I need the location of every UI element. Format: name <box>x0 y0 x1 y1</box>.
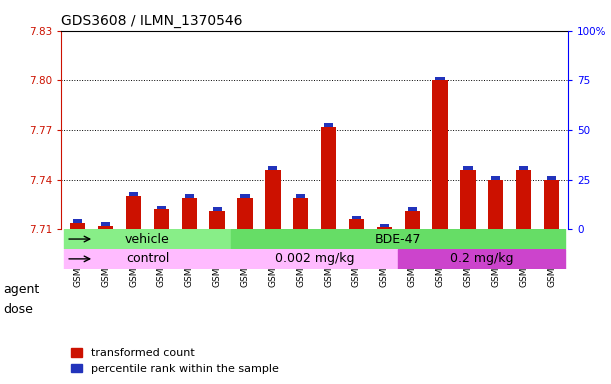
Text: vehicle: vehicle <box>125 233 170 245</box>
Bar <box>98 226 114 229</box>
Bar <box>296 194 306 198</box>
Bar <box>516 170 532 229</box>
Bar <box>519 166 529 170</box>
Bar <box>185 194 194 198</box>
Bar <box>408 207 417 211</box>
Bar <box>376 227 392 229</box>
Text: BDE-47: BDE-47 <box>375 233 422 245</box>
Bar <box>463 166 472 170</box>
Bar <box>70 222 86 229</box>
Bar <box>73 219 82 222</box>
Bar <box>293 198 309 229</box>
Bar <box>404 211 420 229</box>
Legend: transformed count, percentile rank within the sample: transformed count, percentile rank withi… <box>67 344 284 379</box>
Bar <box>379 224 389 227</box>
Bar <box>213 207 222 211</box>
Bar <box>324 123 333 127</box>
Bar <box>237 198 253 229</box>
Bar <box>157 206 166 209</box>
Text: dose: dose <box>3 303 33 316</box>
Bar <box>231 229 565 249</box>
Bar <box>491 176 500 180</box>
Bar <box>398 249 565 269</box>
Bar <box>181 198 197 229</box>
Bar <box>64 229 231 249</box>
Bar <box>436 77 445 80</box>
Bar <box>544 180 559 229</box>
Bar <box>231 249 398 269</box>
Bar <box>488 180 503 229</box>
Bar <box>547 176 556 180</box>
Text: 0.2 mg/kg: 0.2 mg/kg <box>450 252 514 265</box>
Bar <box>268 166 277 170</box>
Text: 0.002 mg/kg: 0.002 mg/kg <box>275 252 354 265</box>
Text: control: control <box>126 252 169 265</box>
Bar <box>101 222 110 226</box>
Bar <box>129 192 138 196</box>
Bar <box>321 127 336 229</box>
Bar <box>154 209 169 229</box>
Bar <box>210 211 225 229</box>
Bar <box>126 196 141 229</box>
Bar <box>64 249 231 269</box>
Bar <box>352 215 361 219</box>
Bar <box>433 80 448 229</box>
Bar <box>460 170 475 229</box>
Bar <box>265 170 280 229</box>
Bar <box>349 219 364 229</box>
Text: GDS3608 / ILMN_1370546: GDS3608 / ILMN_1370546 <box>61 14 243 28</box>
Text: agent: agent <box>3 283 39 296</box>
Bar <box>240 194 250 198</box>
